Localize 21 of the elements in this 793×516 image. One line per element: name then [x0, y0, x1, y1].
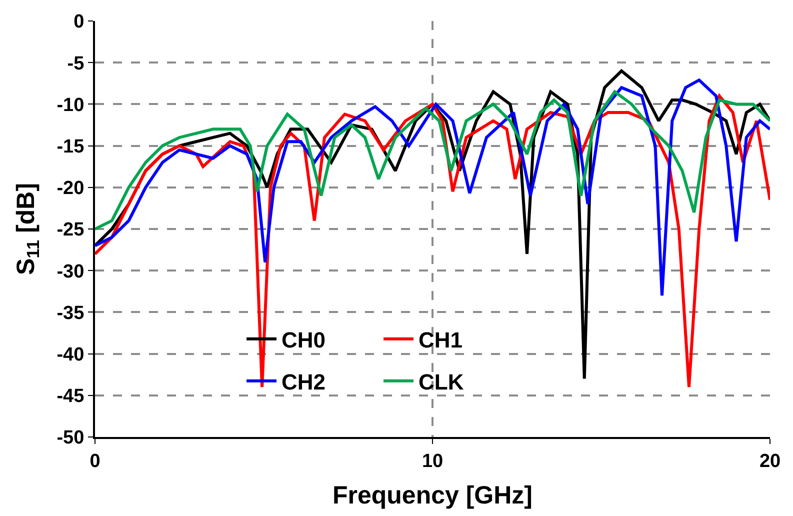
legend-label: CLK: [418, 369, 464, 394]
x-tick-label: 20: [759, 450, 781, 472]
legend-label: CH2: [282, 369, 326, 394]
legend-label: CH0: [282, 327, 326, 352]
x-tick-label: 10: [422, 450, 444, 472]
x-axis-title: Frequency [GHz]: [332, 481, 533, 510]
y-tick-label: -15: [56, 136, 85, 158]
legend-label: CH1: [418, 327, 463, 352]
y-tick-label: -10: [56, 94, 84, 116]
x-tick-label: 0: [90, 450, 100, 472]
y-tick-label: -40: [56, 344, 84, 366]
y-tick-label: 0: [74, 12, 84, 33]
y-tick-label: -5: [67, 53, 85, 74]
line-series: [95, 90, 770, 230]
y-tick-label: -20: [56, 178, 84, 200]
y-tick-label: -50: [56, 428, 84, 449]
y-tick-label: -35: [56, 302, 85, 324]
y-tick-label: -25: [56, 220, 85, 241]
y-tick-label: -45: [56, 386, 85, 408]
y-tick-label: -30: [56, 261, 84, 282]
line-series: [95, 78, 770, 298]
